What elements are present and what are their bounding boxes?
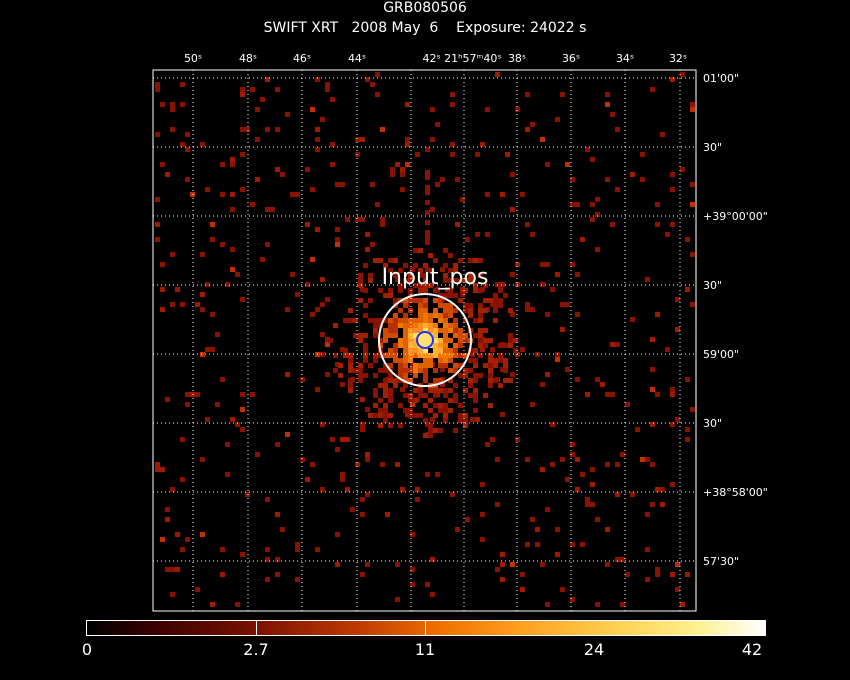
dec-tick-labels: 01'00" 30" +39°00'00" 30" 59'00" 30" +38°58'00… xyxy=(703,72,768,568)
ra-tick-label: 36ˢ xyxy=(562,52,580,65)
ra-tick-label: 50ˢ xyxy=(184,52,202,65)
colorbar-label-3: 24 xyxy=(583,640,605,659)
colorbar-label-0: 0 xyxy=(81,640,93,659)
dec-tick-label: +39°00'00" xyxy=(703,210,768,223)
ra-tick-label: 48ˢ xyxy=(239,52,257,65)
ra-tick-label: 46ˢ xyxy=(293,52,311,65)
ra-tick-label: 38ˢ xyxy=(508,52,526,65)
ra-tick-label: 42ˢ 21ʰ57ᵐ40ˢ xyxy=(423,52,502,65)
colorbar xyxy=(86,620,766,636)
dec-tick-label: 30" xyxy=(703,141,722,154)
dec-tick-label: +38°58'00" xyxy=(703,486,768,499)
position-circle xyxy=(416,331,434,349)
counts-pixels xyxy=(155,72,695,607)
dec-tick-label: 30" xyxy=(703,417,722,430)
ra-tick-label: 32ˢ xyxy=(669,52,687,65)
colorbar-label-1: 2.7 xyxy=(243,640,269,659)
colorbar-label-4: 42 xyxy=(741,640,763,659)
colorbar-label-2: 11 xyxy=(414,640,436,659)
image-frame xyxy=(152,69,697,612)
source-label: Input_pos xyxy=(382,265,489,290)
ra-tick-labels: 50ˢ 48ˢ 46ˢ 44ˢ 42ˢ 21ʰ57ᵐ40ˢ 38ˢ 36ˢ 34ˢ 32ˢ xyxy=(184,52,687,65)
coordinate-grid xyxy=(153,70,696,611)
ra-tick-label: 34ˢ xyxy=(616,52,634,65)
dec-tick-label: 30" xyxy=(703,279,722,292)
source-region-circle xyxy=(378,293,472,387)
image-title: GRB080506 xyxy=(383,0,467,16)
dec-tick-label: 01'00" xyxy=(703,72,739,85)
dec-tick-label: 57'30" xyxy=(703,555,739,568)
image-subtitle: SWIFT XRT 2008 May 6 Exposure: 24022 s xyxy=(263,20,587,36)
dec-tick-label: 59'00" xyxy=(703,348,739,361)
ra-tick-label: 44ˢ xyxy=(348,52,366,65)
